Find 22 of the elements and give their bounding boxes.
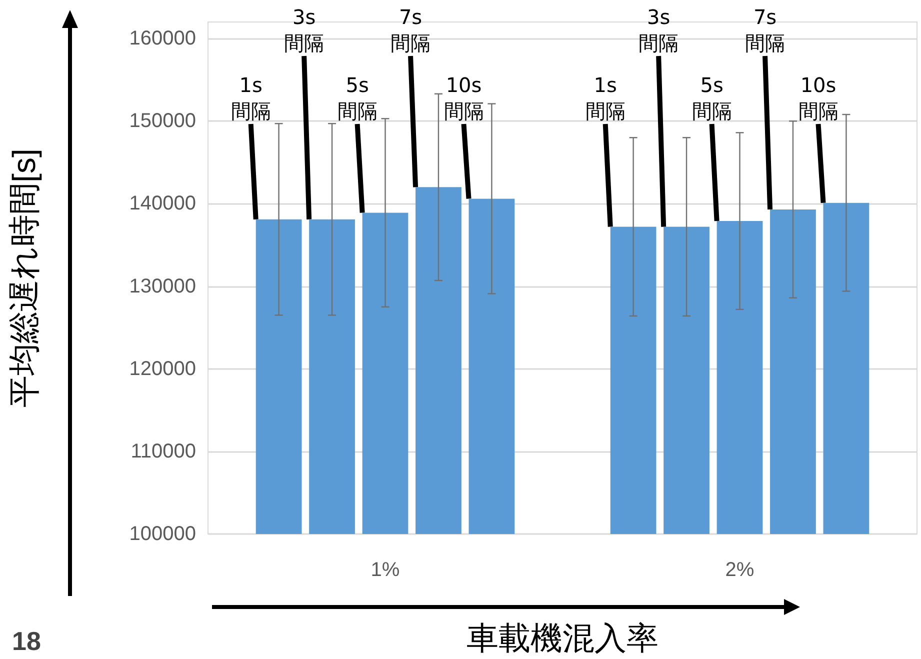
y-tick-label: 160000 — [129, 28, 196, 50]
x-tick-label: 2% — [725, 559, 754, 581]
text: 3s 間隔 — [638, 5, 679, 55]
y-tick-label: 130000 — [129, 275, 196, 298]
text: 7s 間隔 — [745, 5, 786, 55]
text: 10s 間隔 — [798, 73, 838, 123]
y-tick-label: 110000 — [130, 440, 196, 462]
text: 7s 間隔 — [390, 5, 431, 55]
y-tick-label: 140000 — [129, 192, 196, 215]
text: 1s 間隔 — [585, 73, 626, 123]
text: 18 — [12, 626, 41, 657]
y-axis-title: 平均総遅れ時間[s] — [6, 148, 42, 408]
y-tick-label: 150000 — [129, 110, 196, 132]
x-tick-label: 1% — [370, 559, 400, 581]
x-axis-title: 車載機混入率 — [466, 620, 658, 656]
text: 5s 間隔 — [692, 73, 732, 123]
text: 5s 間隔 — [337, 73, 378, 123]
text: 1s 間隔 — [230, 73, 271, 123]
y-tick-label: 120000 — [129, 358, 196, 380]
text: 3s 間隔 — [284, 5, 324, 55]
y-tick-label: 100000 — [129, 523, 196, 545]
text: 10s 間隔 — [444, 73, 484, 123]
